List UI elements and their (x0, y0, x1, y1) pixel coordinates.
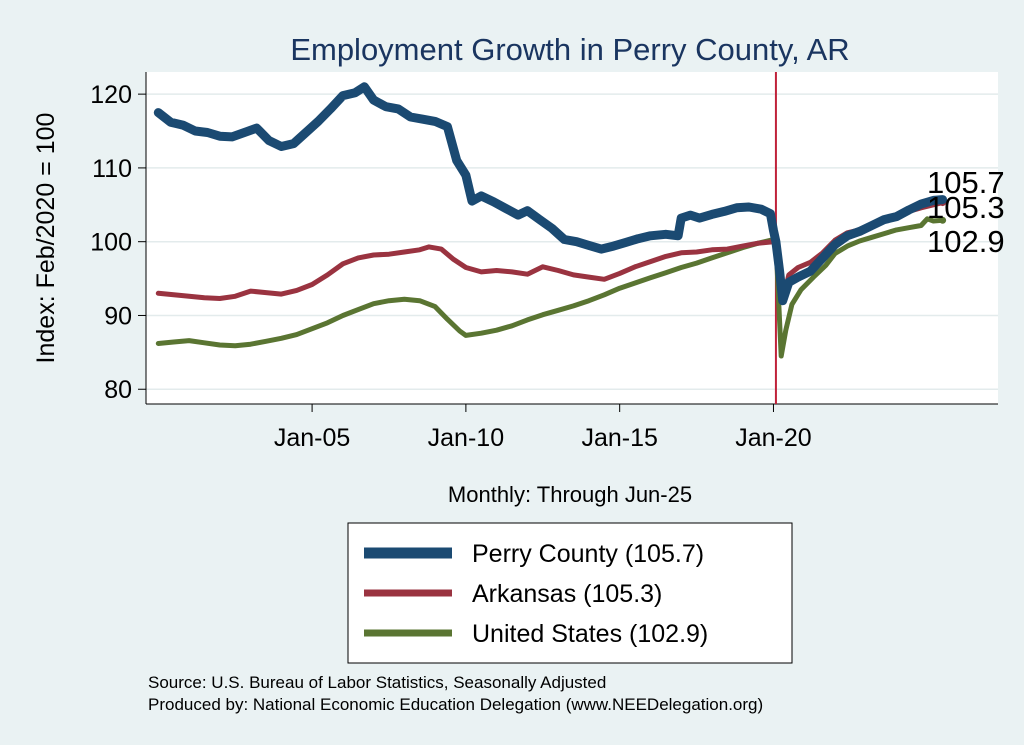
series-layer (153, 72, 948, 404)
x-tick-label-Jan-05: Jan-05 (274, 424, 350, 452)
end-point-perry-county (939, 196, 947, 204)
x-tick-label-Jan-20: Jan-20 (735, 424, 811, 452)
axes: 80 90 100 110 120 Jan-05 Jan-10 Jan-15 Jan-20 (90, 72, 998, 452)
series-line-united-states (155, 216, 946, 359)
legend: Perry County (105.7) Arkansas (105.3) Unit… (347, 522, 793, 664)
y-tick-label-80: 80 (104, 376, 132, 404)
legend-item-united-states: United States (102.9) (364, 620, 708, 648)
x-tick-label-Jan-10: Jan-10 (428, 424, 504, 452)
producer-line: Produced by: National Economic Education… (148, 695, 763, 714)
legend-label-united-states: United States (102.9) (472, 620, 708, 648)
source-line: Source: U.S. Bureau of Labor Statistics,… (148, 673, 606, 692)
end-label-perry-county: 105.7 (927, 165, 1005, 200)
y-tick-label-100: 100 (90, 229, 132, 257)
x-axis-label: Monthly: Through Jun-25 (448, 482, 692, 507)
y-tick-label-90: 90 (104, 302, 132, 330)
y-tick-label-120: 120 (90, 81, 132, 109)
legend-item-perry-county: Perry County (105.7) (364, 540, 704, 568)
legend-label-perry-county: Perry County (105.7) (472, 540, 704, 568)
series-line-perry-county (153, 82, 948, 306)
chart-title: Employment Growth in Perry County, AR (290, 32, 849, 67)
legend-label-arkansas: Arkansas (105.3) (472, 580, 662, 608)
end-label-arkansas: 105.3 (927, 190, 1005, 225)
end-label-united-states: 102.9 (927, 224, 1005, 259)
y-axis-label: Index: Feb/2020 = 100 (32, 113, 60, 364)
legend-item-arkansas: Arkansas (105.3) (364, 580, 662, 608)
y-tick-label-110: 110 (92, 155, 132, 183)
end-point-united-states (939, 216, 947, 224)
x-tick-label-Jan-15: Jan-15 (581, 424, 657, 452)
